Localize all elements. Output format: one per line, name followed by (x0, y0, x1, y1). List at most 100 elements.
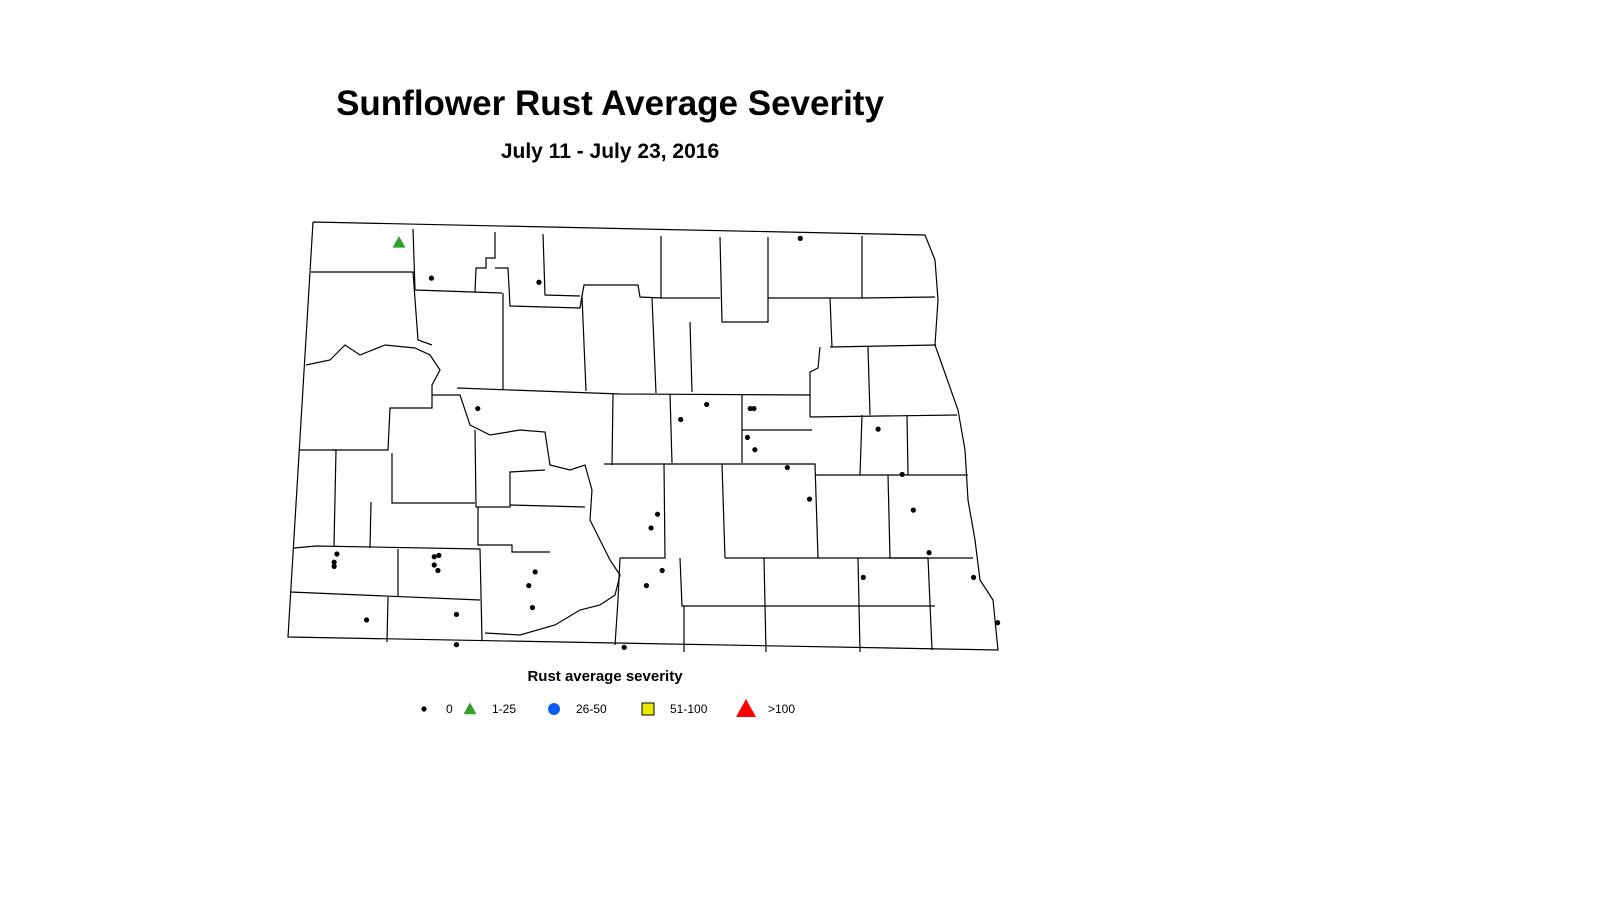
observation-dot-0 (747, 405, 753, 412)
observation-dot-0 (363, 617, 370, 623)
observation-dot-0 (797, 235, 803, 241)
county-boundary (614, 557, 621, 646)
observation-dot-0 (431, 554, 437, 560)
observation-dot-0 (331, 563, 337, 569)
observation-dot-0 (678, 416, 684, 423)
observation-points (331, 235, 1001, 650)
observation-dot-0 (744, 434, 751, 440)
county-boundary (829, 297, 833, 348)
county-boundary (369, 501, 372, 549)
legend-item: 51-100 (636, 699, 707, 719)
observation-triangle-1-25 (392, 235, 406, 248)
county-boundary (305, 344, 621, 636)
county-boundary (669, 393, 673, 464)
observation-dot-0 (751, 405, 757, 412)
county-boundary (719, 236, 769, 323)
county-boundary (542, 233, 581, 297)
county-boundary (763, 557, 767, 653)
observation-dot-0 (648, 525, 654, 531)
observation-dot-0 (926, 550, 932, 556)
county-boundary (829, 344, 937, 348)
observation-dot-0 (621, 644, 627, 650)
observation-dot-0 (436, 552, 442, 558)
county-boundary (857, 557, 861, 653)
county-boundary (927, 557, 933, 651)
county-boundary (509, 504, 586, 508)
legend-item: 26-50 (542, 699, 607, 719)
observation-dot-0 (529, 604, 536, 611)
legend-symbol-icon (463, 702, 477, 715)
observation-dot-0 (752, 447, 758, 453)
observation-dot-0 (643, 582, 650, 589)
county-boundary (581, 295, 587, 392)
legend-label: >100 (768, 702, 796, 716)
observation-dot-0 (331, 559, 337, 565)
observation-dot-0 (784, 464, 790, 471)
legend-label: 1-25 (492, 702, 517, 716)
legend-item: 1-25 (458, 699, 516, 719)
county-boundary (391, 453, 475, 504)
county-boundary (620, 463, 666, 559)
county-boundary (809, 346, 821, 417)
observation-dot-0 (875, 426, 881, 432)
observation-dot-0 (860, 574, 866, 580)
county-boundary (611, 393, 614, 466)
county-boundary (332, 395, 433, 451)
observation-dot-0 (899, 471, 905, 478)
observation-dot-0 (995, 620, 1001, 626)
map-title: Sunflower Rust Average Severity (336, 84, 884, 123)
legend-symbol-icon (421, 706, 427, 712)
observation-dot-0 (536, 279, 542, 285)
county-boundary (887, 474, 973, 559)
legend-symbol-icon (548, 703, 560, 715)
observation-dot-0 (431, 562, 437, 568)
observation-dot-0 (806, 496, 813, 502)
county-boundary (477, 507, 550, 553)
map-subtitle: July 11 - July 23, 2016 (500, 140, 720, 163)
county-boundary (474, 429, 546, 508)
county-boundary (289, 591, 481, 601)
county-boundary (300, 449, 337, 547)
county-boundary (679, 557, 935, 607)
county-boundary (456, 387, 811, 396)
observation-dot-0 (334, 551, 340, 557)
legend-label: 51-100 (670, 702, 708, 716)
state-outline (287, 221, 999, 651)
county-boundary (604, 463, 819, 559)
county-boundaries (287, 221, 999, 653)
observation-dot-0 (654, 511, 661, 517)
observation-dot-0 (435, 567, 441, 574)
legend-item: >100 (734, 699, 795, 719)
observation-dot-0 (970, 574, 977, 580)
county-boundary (809, 414, 958, 418)
legend-label: 0 (446, 702, 453, 716)
legend-symbol-icon (641, 702, 655, 716)
county-boundary (293, 545, 483, 641)
legend-title: Rust average severity (527, 668, 683, 685)
legend-label: 26-50 (576, 702, 607, 716)
county-boundary (651, 297, 657, 394)
observation-dot-0 (659, 567, 665, 574)
county-boundary (721, 463, 726, 559)
county-boundary (474, 232, 496, 293)
observation-dot-0 (475, 405, 481, 412)
county-boundary (311, 271, 433, 346)
county-boundary (495, 236, 662, 309)
county-boundary (689, 321, 693, 393)
observation-dot-0 (532, 569, 538, 575)
county-boundary (412, 228, 503, 294)
legend-symbol-icon (736, 699, 756, 717)
observation-dot-0 (526, 582, 532, 589)
observation-dot-0 (453, 642, 460, 648)
observation-dot-0 (704, 401, 710, 408)
observation-dot-0 (453, 611, 460, 618)
county-boundary (906, 414, 909, 476)
legend-item: 0 (412, 699, 453, 719)
county-boundary (867, 346, 871, 416)
county-boundary (861, 296, 936, 299)
observation-dot-0 (910, 507, 916, 513)
county-boundary (768, 236, 863, 299)
county-boundary (859, 414, 863, 476)
county-boundary (386, 596, 389, 643)
